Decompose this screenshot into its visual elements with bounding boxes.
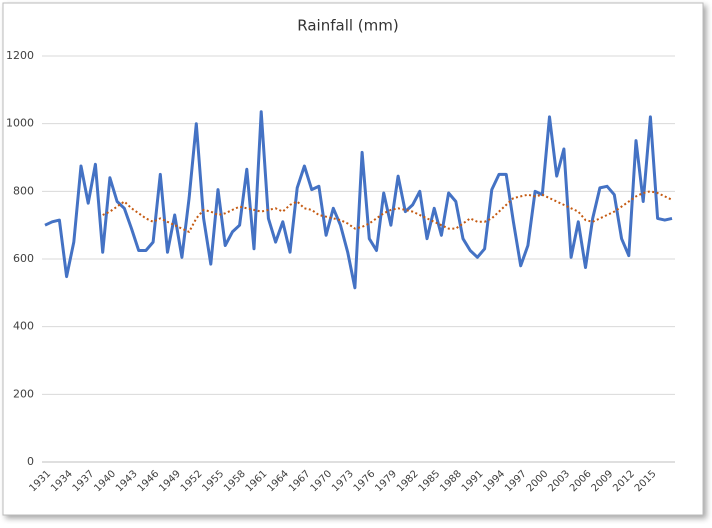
series-line xyxy=(102,190,673,233)
y-tick-label: 800 xyxy=(13,184,34,197)
y-tick-label: 200 xyxy=(13,387,34,400)
y-tick-label: 1000 xyxy=(6,117,34,130)
series-line xyxy=(44,110,673,290)
y-tick-label: 0 xyxy=(27,455,34,468)
y-tick-label: 1200 xyxy=(6,49,34,62)
y-tick-label: 400 xyxy=(13,320,34,333)
chart-title: Rainfall (mm) xyxy=(297,17,398,35)
y-tick-label: 600 xyxy=(13,252,34,265)
